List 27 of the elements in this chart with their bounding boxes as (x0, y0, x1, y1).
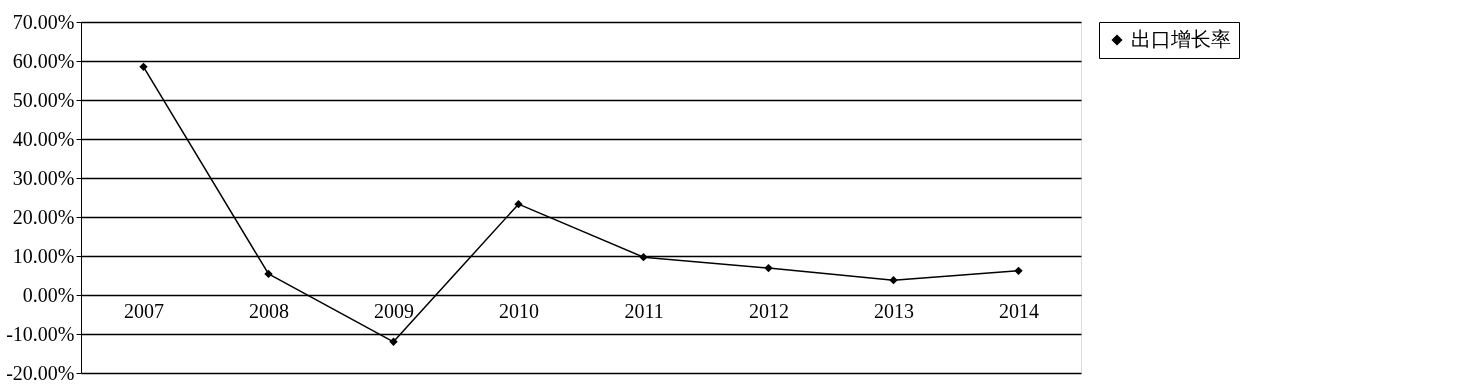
y-tick-label: 70.00% (12, 10, 75, 33)
x-tick-label: 2013 (874, 299, 914, 322)
legend-label: 出口增长率 (1131, 28, 1231, 50)
y-tick-label: -20.00% (6, 361, 75, 384)
point (389, 337, 398, 346)
y-tick-label: 50.00% (12, 88, 75, 111)
point (764, 263, 773, 273)
x-tick-label: 2014 (999, 299, 1039, 322)
x-tick-label: 2011 (624, 299, 664, 322)
point (1014, 266, 1023, 275)
x-tick-label: 2012 (749, 299, 789, 322)
x-tick-label: 2008 (249, 299, 289, 322)
x-tick-label: 2009 (374, 299, 414, 322)
y-tick-label: 10.00% (12, 244, 75, 267)
point (139, 62, 148, 72)
x-tick-label: 2007 (124, 299, 164, 322)
point (514, 199, 523, 209)
point (639, 252, 648, 262)
y-tick-label: 30.00% (12, 166, 75, 189)
point (889, 276, 898, 285)
point (264, 269, 273, 279)
y-tick-label: 40.00% (12, 127, 75, 150)
y-tick-label: 0.00% (22, 283, 75, 306)
y-tick-label: -10.00% (6, 322, 75, 345)
x-tick-label: 2010 (499, 299, 539, 322)
y-tick-label: 60.00% (12, 49, 75, 72)
y-tick-label: 20.00% (12, 205, 75, 228)
